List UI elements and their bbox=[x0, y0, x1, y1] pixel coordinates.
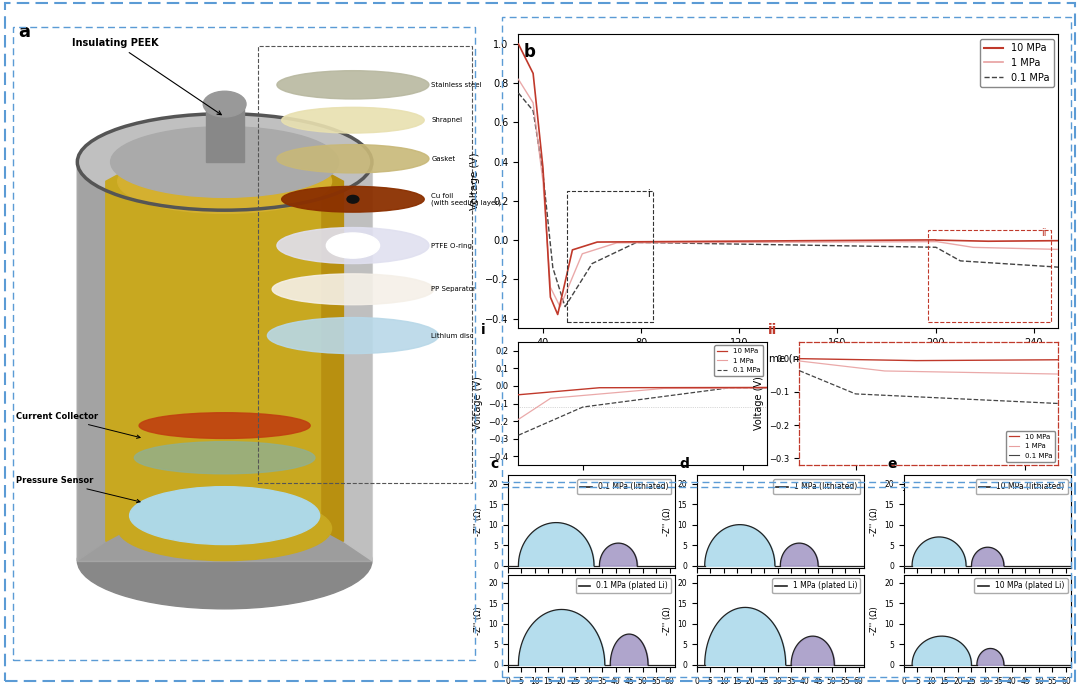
Text: c: c bbox=[490, 457, 499, 471]
Ellipse shape bbox=[203, 91, 246, 117]
Polygon shape bbox=[320, 168, 343, 541]
Ellipse shape bbox=[326, 233, 379, 258]
Ellipse shape bbox=[276, 70, 429, 99]
Bar bbox=[205, 104, 244, 162]
Text: a: a bbox=[18, 23, 30, 40]
Ellipse shape bbox=[282, 187, 424, 212]
Legend: 0.1 MPa (plated Li): 0.1 MPa (plated Li) bbox=[576, 579, 671, 594]
Legend: 10 MPa (lithiated): 10 MPa (lithiated) bbox=[975, 479, 1067, 495]
Ellipse shape bbox=[110, 127, 339, 197]
X-axis label: Time (min): Time (min) bbox=[760, 354, 816, 364]
Legend: 10 MPa, 1 MPa, 0.1 MPa: 10 MPa, 1 MPa, 0.1 MPa bbox=[714, 345, 764, 376]
Text: i: i bbox=[482, 323, 486, 337]
Ellipse shape bbox=[78, 512, 372, 609]
Text: PP Separator: PP Separator bbox=[431, 287, 476, 292]
Legend: 1 MPa (plated Li): 1 MPa (plated Li) bbox=[772, 579, 860, 594]
Polygon shape bbox=[78, 162, 372, 561]
Bar bbox=[258, 47, 472, 484]
X-axis label: Time (min): Time (min) bbox=[616, 489, 670, 499]
Text: Cu foil
(with seeding layer): Cu foil (with seeding layer) bbox=[431, 193, 501, 206]
X-axis label: Time (min): Time (min) bbox=[902, 489, 956, 499]
Bar bbox=[567, 191, 653, 322]
Ellipse shape bbox=[268, 317, 438, 354]
Y-axis label: -Z'' (Ω): -Z'' (Ω) bbox=[474, 507, 483, 536]
Text: Stainless steel: Stainless steel bbox=[431, 82, 482, 88]
Legend: 10 MPa (plated Li): 10 MPa (plated Li) bbox=[974, 579, 1067, 594]
Y-axis label: -Z'' (Ω): -Z'' (Ω) bbox=[663, 606, 672, 635]
Text: d: d bbox=[680, 457, 690, 471]
Legend: 1 MPa (lithiated): 1 MPa (lithiated) bbox=[773, 479, 860, 495]
Ellipse shape bbox=[118, 149, 332, 213]
Ellipse shape bbox=[118, 497, 332, 561]
Ellipse shape bbox=[272, 274, 434, 304]
Ellipse shape bbox=[282, 107, 424, 133]
Ellipse shape bbox=[139, 412, 310, 438]
Text: Shrapnel: Shrapnel bbox=[431, 117, 462, 123]
Text: i: i bbox=[647, 189, 650, 199]
Text: e: e bbox=[887, 457, 896, 471]
Text: Current Collector: Current Collector bbox=[15, 412, 140, 438]
Ellipse shape bbox=[78, 114, 372, 210]
Text: b: b bbox=[524, 43, 536, 61]
Ellipse shape bbox=[276, 228, 429, 263]
Ellipse shape bbox=[130, 487, 320, 544]
Legend: 10 MPa, 1 MPa, 0.1 MPa: 10 MPa, 1 MPa, 0.1 MPa bbox=[980, 39, 1053, 87]
Legend: 10 MPa, 1 MPa, 0.1 MPa: 10 MPa, 1 MPa, 0.1 MPa bbox=[1005, 431, 1055, 462]
Y-axis label: -Z'' (Ω): -Z'' (Ω) bbox=[474, 606, 483, 635]
Y-axis label: -Z'' (Ω): -Z'' (Ω) bbox=[870, 606, 879, 635]
Text: Gasket: Gasket bbox=[431, 156, 456, 161]
Text: ii: ii bbox=[1041, 228, 1047, 238]
Polygon shape bbox=[78, 143, 106, 561]
Y-axis label: Voltage (V): Voltage (V) bbox=[470, 153, 480, 210]
Ellipse shape bbox=[276, 144, 429, 173]
Polygon shape bbox=[106, 168, 130, 541]
Polygon shape bbox=[343, 143, 372, 561]
Text: ii: ii bbox=[768, 323, 778, 337]
Polygon shape bbox=[130, 168, 320, 529]
Legend: 0.1 MPa (lithiated): 0.1 MPa (lithiated) bbox=[577, 479, 671, 495]
Bar bbox=[929, 231, 1051, 322]
Y-axis label: -Z'' (Ω): -Z'' (Ω) bbox=[870, 507, 879, 536]
Y-axis label: -Z'' (Ω): -Z'' (Ω) bbox=[663, 507, 672, 536]
Text: Pressure Sensor: Pressure Sensor bbox=[15, 477, 140, 503]
Text: PTFE O-ring: PTFE O-ring bbox=[431, 243, 472, 248]
Text: Lithium disc: Lithium disc bbox=[431, 332, 474, 339]
Ellipse shape bbox=[134, 442, 315, 474]
Text: Insulating PEEK: Insulating PEEK bbox=[72, 38, 221, 115]
Ellipse shape bbox=[347, 196, 359, 203]
Y-axis label: Voltage (V): Voltage (V) bbox=[473, 377, 483, 430]
Y-axis label: Voltage (V): Voltage (V) bbox=[754, 377, 764, 430]
